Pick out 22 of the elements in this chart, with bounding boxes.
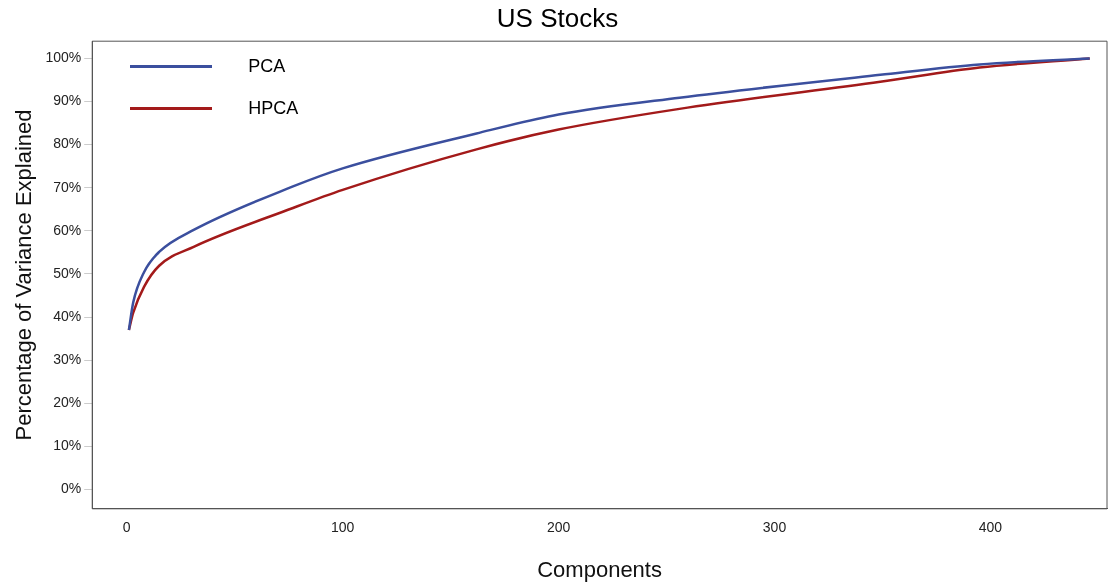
y-axis-title: Percentage of Variance Explained xyxy=(11,109,37,441)
legend-label: PCA xyxy=(248,55,286,77)
x-tick-label: 0 xyxy=(122,519,131,536)
y-tick-label: 70% xyxy=(53,178,82,195)
x-tick-label: 300 xyxy=(762,519,787,536)
y-tick-label: 50% xyxy=(53,264,82,281)
y-tick-label: 90% xyxy=(53,92,82,109)
x-tick-label: 100 xyxy=(330,519,355,536)
y-tick-label: 20% xyxy=(53,394,82,411)
y-tick-label: 100% xyxy=(45,49,82,66)
y-tick-label: 80% xyxy=(53,135,82,152)
x-tick-label: 400 xyxy=(978,519,1003,536)
chart-title: US Stocks xyxy=(496,2,619,33)
x-tick-label: 200 xyxy=(546,519,571,536)
x-axis-title: Components xyxy=(537,556,662,582)
y-tick-label: 30% xyxy=(53,350,82,367)
y-tick-label: 10% xyxy=(53,437,82,454)
y-tick-label: 40% xyxy=(53,307,82,324)
y-tick-label: 60% xyxy=(53,221,82,238)
y-tick-label: 0% xyxy=(60,480,82,497)
line-series xyxy=(127,57,1091,332)
legend-label: HPCA xyxy=(248,97,299,119)
